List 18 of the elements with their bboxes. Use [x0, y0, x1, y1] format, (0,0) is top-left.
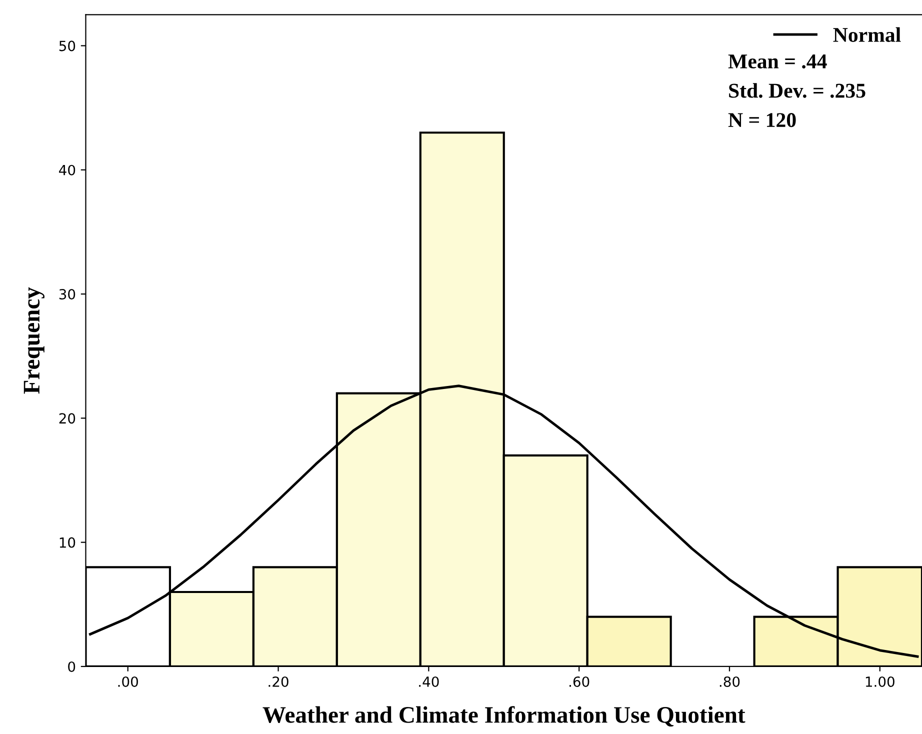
x-tick-label: .60	[570, 676, 590, 687]
x-tick-label: .00	[118, 676, 138, 687]
y-axis-title: Frequency	[24, 287, 44, 394]
y-tick-label: 40	[59, 164, 76, 176]
y-tick-label: 0	[68, 661, 76, 672]
annotation: Std. Dev. = .235	[729, 83, 866, 98]
annotation: Mean = .44	[728, 54, 827, 69]
x-tick-label: .40	[419, 676, 439, 687]
y-tick-label: 50	[59, 40, 76, 52]
y-tick-label: 10	[60, 537, 76, 548]
x-tick-label: 1.00	[866, 676, 894, 687]
y-tick-label: 30	[59, 288, 76, 300]
annotation: N = 120	[728, 113, 796, 128]
x-tick-label: .80	[720, 676, 740, 687]
x-tick-label: .20	[268, 676, 288, 687]
x-axis-title: Weather and Climate Information Use Quotient	[262, 706, 746, 727]
y-tick-label: 20	[59, 413, 76, 424]
legend-label: Normal	[833, 27, 901, 42]
